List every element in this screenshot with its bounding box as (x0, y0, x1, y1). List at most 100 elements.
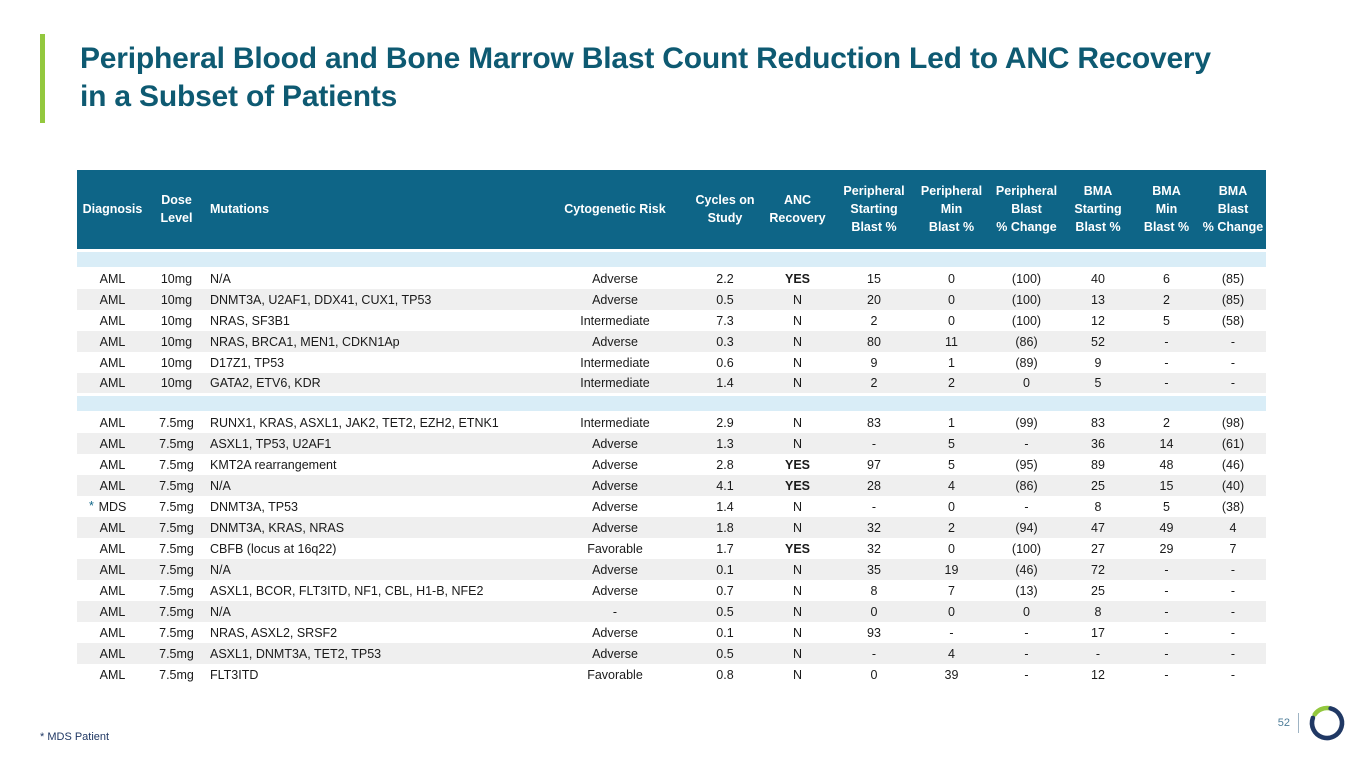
cell-cycles-on-study: 2.9 (716, 416, 734, 431)
cell-dose-level: 7.5mg (159, 457, 194, 472)
cell-bma-min-blast: - (1164, 355, 1169, 370)
cell-peripheral-starting-blast: 32 (835, 517, 913, 538)
cell-bma-min-blast: 15 (1133, 475, 1200, 496)
cell-peripheral-blast-change: (100) (1011, 313, 1042, 328)
cell-cytogenetic-risk: Intermediate (540, 373, 690, 394)
cell-bma-min-blast: - (1133, 643, 1200, 664)
cell-diagnosis: AML (99, 625, 126, 640)
mds-asterisk: * (89, 499, 94, 513)
cell-peripheral-min-blast: 2 (913, 373, 990, 394)
cell-bma-starting-blast: 89 (1091, 457, 1105, 472)
cell-bma-blast-change: - (1200, 331, 1266, 352)
cell-peripheral-min-blast: 0 (948, 499, 955, 514)
cell-peripheral-min-blast: 0 (948, 313, 955, 328)
cell-bma-blast-change: - (1230, 583, 1236, 598)
cell-peripheral-blast-change: 0 (990, 373, 1063, 394)
cell-cycles-on-study: 0.1 (716, 625, 734, 640)
cell-cycles-on-study: 0.5 (690, 289, 760, 310)
cell-diagnosis: AML (99, 457, 126, 472)
cell-diagnosis: AML (99, 416, 126, 431)
cell-bma-min-blast: 48 (1159, 457, 1174, 472)
cell-diagnosis: AML (99, 313, 126, 328)
table-row: AML 10mg D17Z1, TP53 Intermediate 0.6 N 9 1 (89)… (77, 352, 1266, 373)
cell-peripheral-starting-blast: - (835, 433, 913, 454)
cell-peripheral-blast-change: 0 (990, 601, 1063, 622)
table-row: AML 7.5mg DNMT3A, KRAS, NRAS Adverse 1.8 N 32 2… (77, 517, 1266, 538)
cell-peripheral-blast-change: - (1024, 667, 1029, 682)
cell-bma-blast-change: - (1200, 559, 1266, 580)
table-header-row: Diagnosis Dose Level Mutations Cytogenet… (77, 170, 1266, 250)
cell-bma-blast-change: - (1200, 643, 1266, 664)
cell-cycles-on-study: 1.4 (716, 499, 734, 514)
cell-peripheral-starting-blast: 0 (835, 601, 913, 622)
cell-peripheral-min-blast: 4 (913, 643, 990, 664)
cell-cytogenetic-risk: Favorable (587, 667, 643, 682)
cell-peripheral-starting-blast: 0 (870, 667, 878, 682)
cell-mutations: DNMT3A, TP53 (210, 499, 298, 514)
cell-bma-blast-change: (85) (1200, 289, 1266, 310)
cell-peripheral-blast-change: (46) (990, 559, 1063, 580)
cell-peripheral-min-blast: 5 (948, 457, 955, 472)
cell-peripheral-min-blast: 1 (948, 416, 955, 431)
cell-cycles-on-study: 1.8 (690, 517, 760, 538)
cell-diagnosis: AML (77, 643, 148, 664)
cell-dose-level: 7.5mg (159, 625, 194, 640)
cell-bma-starting-blast: 12 (1091, 667, 1105, 682)
cell-diagnosis: AML (99, 667, 126, 682)
cell-anc-recovery: YES (784, 272, 810, 287)
cell-dose-level: 7.5mg (148, 601, 205, 622)
page-number-divider (1298, 713, 1299, 733)
cell-bma-starting-blast: 12 (1091, 313, 1105, 328)
cell-mutations: DNMT3A, U2AF1, DDX41, CUX1, TP53 (205, 289, 540, 310)
cell-bma-min-blast: 6 (1163, 272, 1170, 287)
cell-anc-recovery: N (760, 517, 835, 538)
cell-cycles-on-study: 0.7 (716, 583, 734, 598)
cell-peripheral-blast-change: (94) (990, 517, 1063, 538)
slide-title: Peripheral Blood and Bone Marrow Blast C… (80, 42, 1211, 113)
col-header-dose-level: Dose Level (148, 170, 205, 250)
cell-anc-recovery: N (760, 601, 835, 622)
cell-bma-starting-blast: 25 (1063, 475, 1133, 496)
cell-bma-starting-blast: - (1063, 643, 1133, 664)
col-header-cytogenetic-risk: Cytogenetic Risk (540, 170, 690, 250)
cell-bma-blast-change: - (1200, 373, 1266, 394)
cell-bma-min-blast: 2 (1163, 416, 1170, 431)
col-header-cycles-on-study: Cycles on Study (690, 170, 760, 250)
cell-cycles-on-study: 0.3 (690, 331, 760, 352)
cell-dose-level: 7.5mg (148, 475, 205, 496)
cell-peripheral-blast-change: - (990, 643, 1063, 664)
cell-diagnosis: AML (77, 433, 148, 454)
cell-cytogenetic-risk: Intermediate (580, 416, 650, 431)
cell-diagnosis: AML (99, 272, 126, 287)
cell-bma-starting-blast: 25 (1091, 583, 1105, 598)
cell-peripheral-blast-change: (86) (990, 475, 1063, 496)
cell-anc-recovery: YES (784, 541, 810, 556)
cell-bma-blast-change: (85) (1221, 272, 1245, 287)
cell-bma-min-blast: 5 (1163, 499, 1170, 514)
cell-mutations: ASXL1, TP53, U2AF1 (205, 433, 540, 454)
table-row: AML 7.5mg CBFB (locus at 16q22) Favorable 1.… (77, 538, 1266, 559)
cell-anc-recovery: N (760, 373, 835, 394)
group-separator-row (77, 248, 1266, 270)
cell-peripheral-min-blast: 5 (913, 433, 990, 454)
cell-cytogenetic-risk: Adverse (540, 643, 690, 664)
table-row: AML 7.5mg N/A Adverse 0.1 N 35 19 (46) 72- - (77, 559, 1266, 580)
cell-diagnosis: AML (77, 559, 148, 580)
cell-dose-level: 10mg (148, 331, 205, 352)
cell-bma-min-blast: - (1164, 583, 1169, 598)
cell-peripheral-min-blast: 0 (948, 541, 955, 556)
cell-bma-min-blast: - (1133, 373, 1200, 394)
col-header-bma-starting-blast: BMA Starting Blast % (1063, 170, 1133, 250)
cell-peripheral-min-blast: 0 (913, 289, 990, 310)
cell-peripheral-starting-blast: 20 (835, 289, 913, 310)
cell-diagnosis: * MDS (89, 499, 127, 514)
cell-anc-recovery: N (760, 643, 835, 664)
cell-mutations: D17Z1, TP53 (210, 355, 285, 370)
cell-cytogenetic-risk: Adverse (540, 331, 690, 352)
cell-peripheral-starting-blast: 80 (835, 331, 913, 352)
cell-anc-recovery: N (792, 416, 803, 431)
cell-mutations: N/A (210, 272, 231, 287)
cell-dose-level: 7.5mg (159, 667, 194, 682)
cell-peripheral-starting-blast: 35 (835, 559, 913, 580)
cell-cytogenetic-risk: Adverse (540, 433, 690, 454)
